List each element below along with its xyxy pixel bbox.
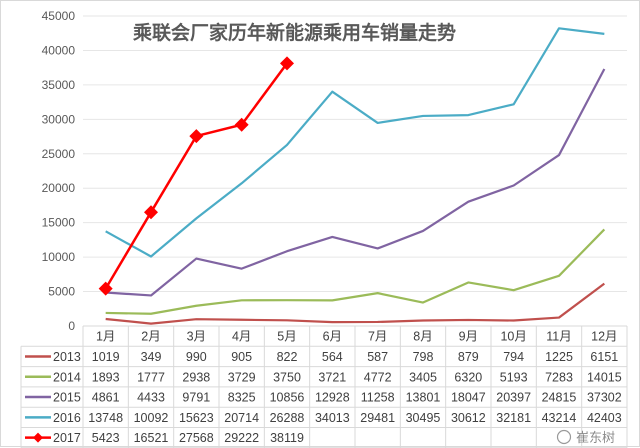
data-label: 13801 <box>406 391 441 405</box>
y-tick-label: 40000 <box>42 43 76 57</box>
data-label: 18047 <box>451 391 486 405</box>
data-label: 29222 <box>224 431 259 445</box>
data-label: 1777 <box>137 370 165 384</box>
data-label: 3729 <box>228 370 256 384</box>
x-tick-label: 8月 <box>413 330 432 344</box>
data-label: 6151 <box>590 350 618 364</box>
data-label: 6320 <box>454 370 482 384</box>
data-label: 30495 <box>406 411 441 425</box>
y-tick-label: 25000 <box>42 147 76 161</box>
data-label: 43214 <box>542 411 577 425</box>
data-label: 587 <box>367 350 388 364</box>
data-label: 564 <box>322 350 343 364</box>
data-label: 5193 <box>500 370 528 384</box>
data-label: 2938 <box>182 370 210 384</box>
data-label: 990 <box>186 350 207 364</box>
data-label: 10856 <box>270 391 305 405</box>
data-label: 1893 <box>92 370 120 384</box>
data-label: 13748 <box>88 411 123 425</box>
wechat-icon <box>556 429 572 445</box>
data-label: 4861 <box>92 391 120 405</box>
data-label: 32181 <box>496 411 531 425</box>
x-tick-label: 3月 <box>187 330 206 344</box>
data-point-2017 <box>280 56 294 71</box>
data-label: 42403 <box>587 411 622 425</box>
data-label: 26288 <box>270 411 305 425</box>
x-tick-label: 12月 <box>591 330 617 344</box>
x-tick-label: 4月 <box>232 330 251 344</box>
x-tick-label: 5月 <box>277 330 296 344</box>
data-label: 1019 <box>92 350 120 364</box>
data-label: 15623 <box>179 411 214 425</box>
data-label: 4433 <box>137 391 165 405</box>
data-point-2017 <box>189 129 204 144</box>
series-line-2013 <box>105 282 605 325</box>
data-point-2017 <box>234 117 249 132</box>
data-label: 14015 <box>587 370 622 384</box>
data-label: 905 <box>231 350 252 364</box>
data-label: 349 <box>141 350 162 364</box>
series-line-2015 <box>105 68 606 297</box>
data-label: 7283 <box>545 370 573 384</box>
data-label: 3405 <box>409 370 437 384</box>
x-tick-label: 11月 <box>546 330 571 344</box>
x-tick-label: 6月 <box>323 330 342 344</box>
data-label: 798 <box>413 350 434 364</box>
data-label: 8325 <box>228 391 256 405</box>
data-label: 34013 <box>315 411 350 425</box>
data-label: 12928 <box>315 391 350 405</box>
y-tick-label: 30000 <box>42 112 76 126</box>
data-label: 4772 <box>364 370 392 384</box>
data-label: 1225 <box>545 350 573 364</box>
data-point-2017 <box>144 205 158 220</box>
y-tick-label: 15000 <box>42 216 76 230</box>
watermark: 崔东树 <box>556 429 615 445</box>
data-label: 822 <box>277 350 298 364</box>
data-label: 38119 <box>270 431 304 445</box>
data-label: 3721 <box>318 370 346 384</box>
y-tick-label: 20000 <box>42 181 76 195</box>
series-line-2017 <box>104 62 289 290</box>
legend-label: 2014 <box>53 370 81 384</box>
legend-marker-2017 <box>33 432 43 443</box>
x-tick-label: 9月 <box>459 330 478 344</box>
y-tick-label: 10000 <box>42 250 76 264</box>
legend-label: 2015 <box>53 391 81 405</box>
data-label: 794 <box>503 350 524 364</box>
data-label: 11258 <box>361 391 395 405</box>
data-point-2017 <box>98 281 113 296</box>
data-label: 5423 <box>92 431 120 445</box>
data-label: 3750 <box>273 370 301 384</box>
data-label: 9791 <box>182 391 210 405</box>
watermark-text: 崔东树 <box>576 430 615 445</box>
data-label: 27568 <box>179 431 214 445</box>
x-tick-label: 10月 <box>500 330 526 344</box>
data-label: 37302 <box>587 391 622 405</box>
chart-title: 乘联会厂家历年新能源乘用车销量走势 <box>132 21 456 44</box>
y-tick-label: 35000 <box>42 78 76 92</box>
data-label: 879 <box>458 350 479 364</box>
legend-label: 2016 <box>53 411 81 425</box>
y-tick-label: 5000 <box>48 285 75 299</box>
y-tick-label: 0 <box>68 319 75 333</box>
y-tick-label: 45000 <box>42 9 76 23</box>
series-line-2014 <box>105 228 606 315</box>
x-tick-label: 1月 <box>96 330 115 344</box>
legend-label: 2013 <box>53 350 81 364</box>
data-label: 16521 <box>134 431 169 445</box>
series-line-2016 <box>105 27 605 258</box>
data-label: 20714 <box>224 411 259 425</box>
x-tick-label: 7月 <box>368 330 387 344</box>
x-tick-label: 2月 <box>141 330 160 344</box>
data-label: 30612 <box>451 411 486 425</box>
data-label: 29481 <box>360 411 395 425</box>
data-label: 20397 <box>496 391 531 405</box>
legend-label: 2017 <box>53 431 81 445</box>
data-label: 10092 <box>134 411 169 425</box>
data-label: 24815 <box>542 391 577 405</box>
